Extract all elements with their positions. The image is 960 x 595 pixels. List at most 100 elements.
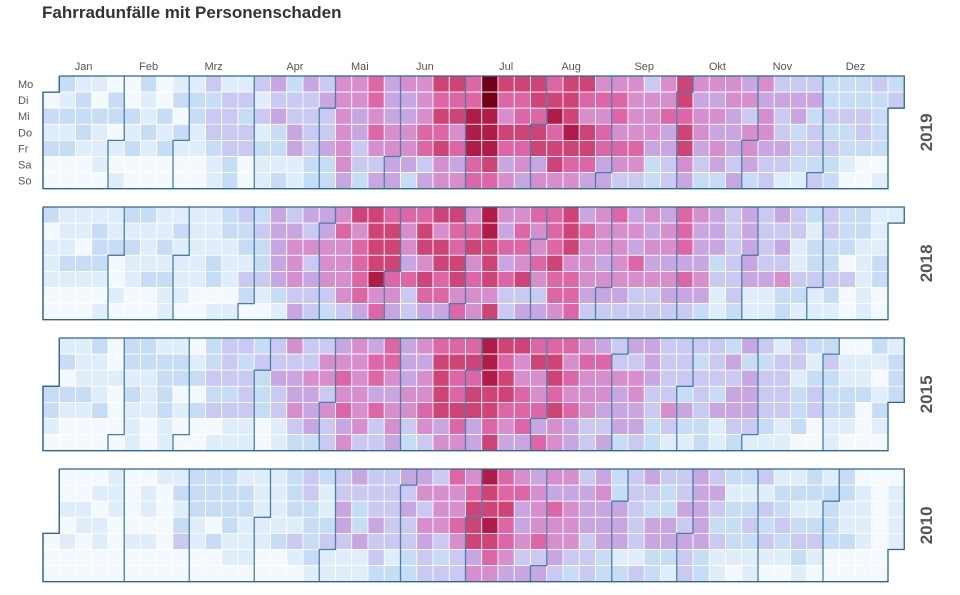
day-cell — [530, 500, 548, 518]
day-cell — [741, 337, 759, 355]
day-cell — [838, 385, 856, 403]
day-cell — [140, 206, 158, 224]
day-cell — [806, 303, 824, 321]
day-cell — [91, 468, 109, 486]
day-cell — [237, 353, 255, 371]
day-cell — [75, 353, 93, 371]
day-cell — [530, 107, 548, 125]
day-cell — [887, 484, 905, 502]
month-boundary — [806, 207, 824, 320]
day-cell — [741, 238, 759, 256]
day-cell — [676, 533, 694, 550]
day-cell — [562, 516, 580, 534]
day-cell — [270, 270, 288, 288]
day-cell — [335, 533, 353, 550]
day-cell — [432, 287, 450, 305]
day-cell — [318, 123, 336, 141]
day-cell — [773, 303, 791, 321]
day-cell — [530, 303, 548, 321]
day-cell — [367, 549, 385, 567]
day-cell — [58, 337, 76, 355]
day-cell — [643, 468, 661, 486]
day-cell — [660, 565, 678, 583]
day-cell — [595, 434, 613, 452]
day-cell — [773, 418, 791, 436]
day-cell — [692, 303, 710, 321]
day-cell — [790, 401, 808, 419]
day-cell — [58, 107, 76, 125]
day-cell — [790, 123, 808, 141]
day-cell — [205, 418, 223, 436]
day-cell — [237, 549, 255, 567]
day-cell — [448, 468, 466, 486]
day-cell — [692, 468, 710, 486]
day-cell — [172, 287, 190, 305]
day-cell — [91, 123, 109, 141]
day-cell — [692, 139, 710, 157]
day-cell — [465, 385, 483, 403]
day-cell — [318, 484, 336, 502]
day-cell — [156, 337, 174, 355]
day-cell — [676, 337, 694, 355]
day-cell — [757, 123, 775, 141]
day-cell — [432, 369, 450, 387]
day-cell — [595, 206, 613, 224]
day-cell — [773, 533, 791, 550]
day-cell — [400, 337, 418, 355]
month-boundary — [594, 207, 613, 320]
day-cell — [75, 139, 93, 157]
month-label-Jan: Jan — [75, 61, 93, 73]
day-cell — [140, 468, 158, 486]
day-cell — [708, 549, 726, 567]
day-cell — [513, 549, 531, 567]
day-cell — [627, 303, 645, 321]
day-cell — [627, 172, 645, 190]
day-cell — [107, 484, 125, 502]
day-cell — [513, 385, 531, 403]
day-cell — [221, 434, 239, 452]
day-cell — [351, 287, 369, 305]
day-cell — [513, 238, 531, 256]
day-cell — [822, 385, 840, 403]
day-cell — [708, 75, 726, 93]
day-cell — [562, 337, 580, 355]
day-cell — [757, 91, 775, 109]
day-cell — [123, 238, 141, 256]
day-cell — [416, 222, 434, 240]
day-cell — [676, 303, 694, 321]
day-cell — [676, 353, 694, 371]
day-cell — [855, 156, 873, 174]
day-cell — [448, 107, 466, 125]
day-cell — [790, 139, 808, 157]
day-cell — [660, 91, 678, 109]
day-cell — [383, 238, 401, 256]
day-cell — [692, 254, 710, 272]
day-cell — [481, 565, 499, 583]
day-cell — [270, 434, 288, 452]
day-cell — [595, 222, 613, 240]
day-cell — [562, 303, 580, 321]
day-cell — [91, 484, 109, 502]
day-cell — [513, 222, 531, 240]
day-cell — [725, 385, 743, 403]
day-cell — [562, 484, 580, 502]
year-2015: 2015 — [42, 337, 936, 452]
day-cell — [58, 533, 76, 550]
day-cell — [595, 270, 613, 288]
day-cell — [855, 123, 873, 141]
day-cell — [156, 270, 174, 288]
day-cell — [286, 270, 304, 288]
day-cell — [660, 484, 678, 502]
day-cell — [497, 549, 515, 567]
day-cell — [351, 107, 369, 125]
day-cell — [497, 303, 515, 321]
month-label-Jun: Jun — [416, 61, 434, 73]
day-cell — [578, 270, 596, 288]
day-cell — [643, 565, 661, 583]
day-cell — [595, 369, 613, 387]
day-cell — [172, 565, 190, 583]
day-cell — [351, 533, 369, 550]
day-cell — [692, 434, 710, 452]
day-cell — [335, 418, 353, 436]
